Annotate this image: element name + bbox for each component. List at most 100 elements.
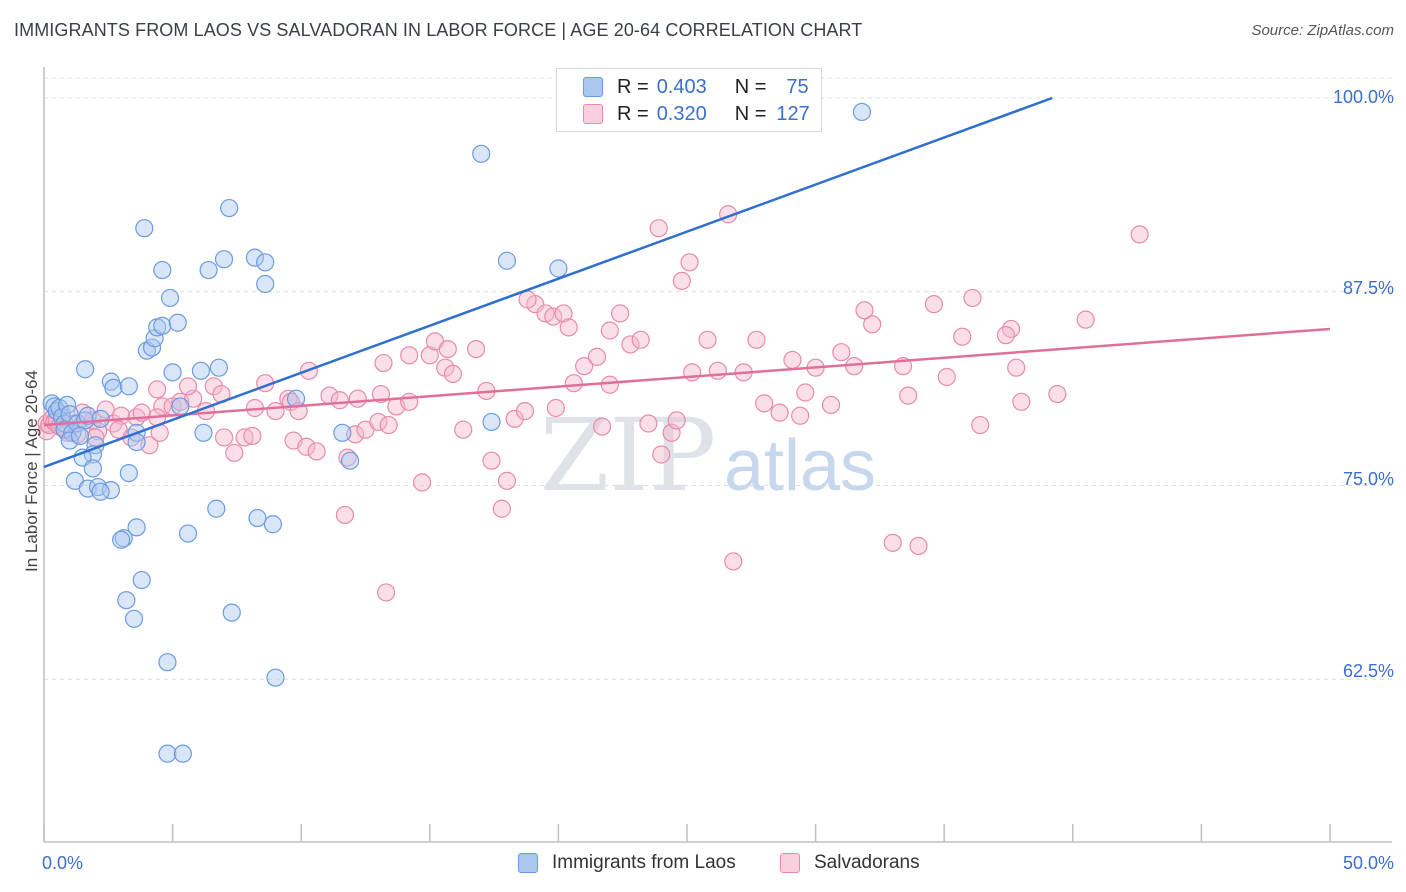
laos-trend-line — [43, 96, 1053, 469]
salvadorans-point — [307, 442, 326, 461]
bottom-legend-salvadorans: Salvadorans — [780, 852, 920, 874]
legend-swatch-blue — [583, 77, 603, 97]
salvadorans-point — [587, 347, 607, 366]
salvadorans-point — [443, 364, 463, 383]
legend-r-value: 0.403 — [656, 75, 707, 98]
salvadorans-points — [37, 205, 1149, 602]
y-tick-75: 75.0% — [1342, 469, 1394, 489]
salvadorans-point — [575, 357, 594, 376]
laos-point — [472, 144, 491, 163]
salvadorans-point — [755, 394, 774, 413]
laos-point — [340, 451, 360, 470]
x-tick-0: 0.0% — [42, 853, 84, 873]
salvadorans-point — [631, 330, 650, 349]
salvadorans-point — [412, 473, 432, 492]
salvadorans-point — [963, 288, 982, 308]
salvadorans-point — [909, 536, 928, 556]
salvadorans-point — [747, 330, 766, 349]
legend-n-label: N = — [734, 75, 767, 98]
bottom-legend: Immigrants from Laos Salvadorans — [0, 852, 1406, 878]
watermark-atlas: atlas — [724, 426, 876, 506]
salvadorans-point — [454, 420, 473, 439]
laos-points — [42, 102, 871, 763]
salvadorans-point — [369, 412, 388, 432]
salvadorans-point — [492, 499, 511, 518]
laos-point — [153, 316, 172, 335]
salvadorans-point — [680, 253, 699, 272]
laos-point — [191, 361, 210, 380]
salvadorans-point — [996, 326, 1016, 345]
bottom-legend-label-salvadorans: Salvadorans — [814, 852, 920, 873]
laos-point — [70, 426, 90, 445]
laos-point — [256, 274, 275, 294]
salvadorans-point — [371, 384, 391, 404]
bottom-legend-swatch-pink — [780, 853, 800, 873]
salvadorans-point — [899, 386, 918, 405]
salvadorans-point — [698, 330, 717, 349]
laos-point — [194, 423, 213, 442]
laos-point — [127, 518, 146, 537]
laos-point — [248, 508, 267, 528]
salvadorans-point — [379, 415, 398, 435]
y-tick-100: 100.0% — [1332, 87, 1394, 107]
salvadorans-point — [667, 411, 686, 430]
salvadorans-point — [225, 443, 244, 463]
chart-title: IMMIGRANTS FROM LAOS VS SALVADORAN IN LA… — [14, 20, 863, 40]
salvadorans-point — [924, 295, 944, 314]
legend-r-value: 0.320 — [656, 102, 707, 125]
salvadorans-point — [611, 304, 630, 323]
salvadorans-point — [1012, 392, 1031, 411]
laos-point — [209, 358, 228, 377]
salvadorans-point — [593, 417, 612, 436]
salvadorans-point — [649, 219, 668, 238]
laos-point — [153, 260, 172, 280]
laos-point — [112, 530, 131, 549]
salvadorans-point — [1130, 225, 1149, 244]
salvadorans-point — [546, 398, 565, 418]
laos-point — [168, 313, 187, 332]
salvadorans-point — [600, 321, 619, 340]
laos-point — [160, 288, 180, 308]
laos-point — [76, 360, 95, 379]
laos-point — [60, 431, 79, 450]
bottom-legend-swatch-blue — [518, 853, 538, 873]
legend-n-label: N = — [734, 102, 767, 125]
salvadorans-point — [348, 389, 367, 408]
legend-n-value: 75 — [786, 75, 809, 98]
salvadorans-point — [883, 533, 902, 552]
source-label: Source: ZipAtlas.com — [1251, 22, 1394, 39]
salvadorans-point — [708, 361, 727, 380]
bottom-legend-label-laos: Immigrants from Laos — [552, 852, 736, 873]
x-tick-50: 50.0% — [1342, 853, 1394, 873]
laos-point — [266, 668, 285, 687]
salvadorans-point — [724, 552, 743, 571]
axes — [43, 67, 1392, 843]
salvadorans-point — [335, 505, 355, 525]
laos-point — [245, 248, 265, 267]
salvadorans-point — [214, 428, 234, 447]
y-tick-87-5: 87.5% — [1342, 278, 1394, 298]
salvadorans-point — [518, 290, 537, 309]
laos-point — [104, 378, 123, 397]
laos-point — [158, 653, 177, 672]
legend-swatch-pink — [583, 104, 603, 124]
salvadorans-point — [621, 335, 640, 354]
salvadorans-point — [243, 426, 262, 445]
salvadorans-point — [652, 445, 671, 464]
salvadorans-point — [544, 307, 563, 326]
laos-point — [852, 102, 871, 122]
legend-row-laos: R = 0.403 N = 75 — [583, 74, 809, 100]
salvadorans-point — [497, 471, 517, 490]
laos-point — [124, 609, 144, 628]
laos-point — [171, 397, 190, 416]
watermark: ZIP atlas — [540, 397, 876, 514]
laos-point — [117, 591, 136, 610]
salvadorans-point — [639, 414, 658, 433]
salvadorans-point — [832, 343, 851, 362]
laos-point — [214, 250, 234, 269]
laos-point — [549, 259, 568, 278]
legend-r-label: R = — [617, 102, 649, 125]
salvadorans-point — [672, 271, 691, 290]
salvadorans-point — [96, 400, 115, 419]
salvadorans-point — [971, 415, 990, 435]
